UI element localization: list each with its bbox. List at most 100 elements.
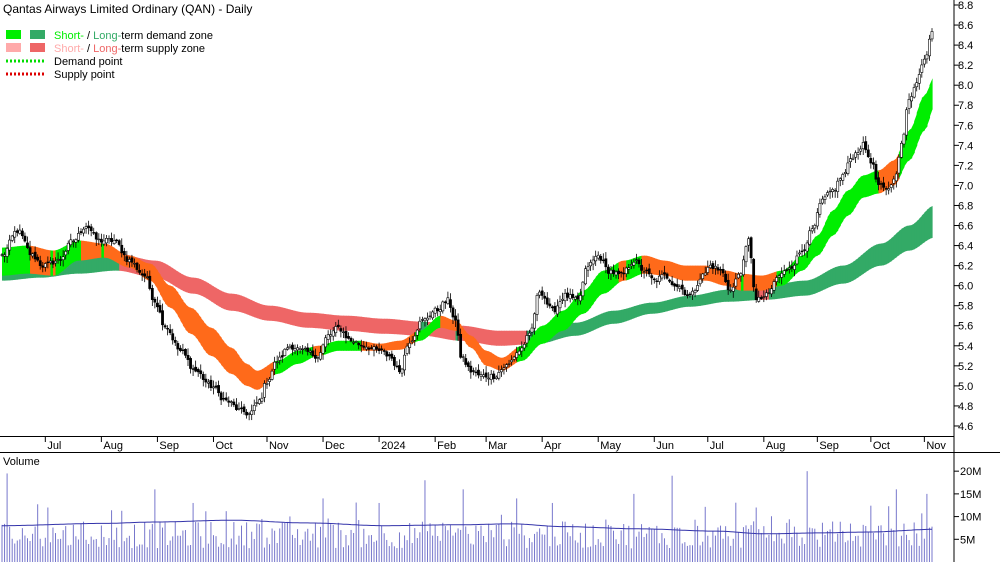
price-candle <box>864 136 868 154</box>
price-candle <box>362 340 366 350</box>
price-candle <box>578 288 582 305</box>
long-zone-segment <box>195 277 199 295</box>
price-candle <box>930 28 934 42</box>
short-zone-segment <box>567 304 571 329</box>
long-zone-segment <box>590 317 594 332</box>
price-candle <box>105 235 108 247</box>
price-candle <box>517 346 521 356</box>
price-candle <box>836 177 840 198</box>
long-zone-segment <box>340 315 345 331</box>
legend-demand-long: Long- <box>93 30 121 42</box>
long-zone-segment <box>399 319 403 335</box>
short-zone-segment <box>93 242 97 259</box>
price-candle <box>530 323 534 337</box>
short-zone-segment <box>221 337 225 369</box>
x-tick-label: Jun <box>656 440 674 452</box>
long-zone-segment <box>638 304 643 317</box>
short-zone-segment <box>565 307 569 331</box>
short-zone-segment <box>98 243 102 258</box>
short-zone-segment <box>114 247 118 263</box>
x-tick-label: May <box>600 440 621 452</box>
price-candle <box>173 336 177 346</box>
short-zone-segment <box>437 315 441 329</box>
price-candle <box>344 326 348 344</box>
long-zone-segment <box>269 305 273 321</box>
long-zone-segment <box>379 318 383 334</box>
long-zone-segment <box>702 293 706 306</box>
price-candle <box>843 169 847 178</box>
long-zone-segment <box>266 305 271 321</box>
price-candle <box>810 225 814 234</box>
price-candle <box>846 155 850 176</box>
price-candle <box>561 292 564 305</box>
short-zone-segment <box>549 318 553 340</box>
long-zone-segment <box>598 313 602 328</box>
long-zone-segment <box>674 297 678 310</box>
long-zone-segment <box>279 306 283 323</box>
long-zone-segment <box>786 282 790 298</box>
legend-demand-zone: Short- / Long-term demand zone <box>6 30 213 42</box>
long-zone-segment <box>503 330 508 346</box>
long-zone-segment <box>723 289 727 302</box>
price-candle <box>71 239 75 248</box>
price-candle <box>543 292 547 305</box>
short-zone-segment <box>758 275 762 291</box>
price-candle <box>900 140 903 159</box>
price-candle <box>711 260 715 275</box>
long-zone-segment <box>371 317 375 334</box>
price-candle <box>912 83 916 99</box>
price-candle <box>512 355 516 362</box>
short-zone-segment <box>213 328 217 359</box>
price-candle <box>856 147 860 160</box>
long-zone-segment <box>509 330 513 346</box>
long-zone-segment <box>208 283 212 302</box>
short-zone-segment <box>847 189 852 216</box>
short-zone-segment <box>289 352 294 368</box>
long-zone-segment <box>412 321 416 336</box>
price-candle <box>782 264 786 278</box>
price-candle <box>632 258 636 269</box>
y-tick-label: 8.4 <box>958 40 973 52</box>
price-candle <box>446 291 450 305</box>
price-candle <box>66 240 70 255</box>
short-zone-segment <box>486 350 490 367</box>
short-zone-segment <box>488 351 492 368</box>
short-zone-segment <box>241 359 245 385</box>
price-candle <box>507 359 511 368</box>
long-zone-segment <box>300 311 304 328</box>
price-candle <box>599 253 603 264</box>
price-candle <box>795 250 799 266</box>
price-candle <box>209 375 213 392</box>
short-zone-segment <box>91 242 95 260</box>
price-panel <box>0 28 934 421</box>
volume-panel: 5M 10M 15M 20M Volume <box>1 456 981 562</box>
long-zone-segment <box>182 274 187 293</box>
long-zone-segment <box>496 330 500 346</box>
long-zone-segment <box>256 302 260 319</box>
price-candle <box>675 278 679 292</box>
price-candle <box>364 341 368 352</box>
long-zone-segment <box>707 292 711 305</box>
legend-demand-sep: / <box>84 30 93 42</box>
price-candle <box>871 157 875 170</box>
price-candle <box>917 68 921 90</box>
long-zone-segment <box>710 291 714 304</box>
price-candle <box>505 363 508 372</box>
long-zone-segment <box>282 307 286 324</box>
price-candle <box>285 343 289 351</box>
price-candle <box>140 269 144 281</box>
price-candle <box>828 187 832 199</box>
short-zone-segment <box>491 352 495 369</box>
price-candle <box>499 365 503 377</box>
short-zone-segment <box>588 284 592 311</box>
price-candle <box>826 190 829 197</box>
short-zone-segment <box>598 271 602 297</box>
price-candle <box>288 343 292 350</box>
long-zone-segment <box>684 295 688 308</box>
short-zone-segment <box>667 260 671 277</box>
long-zone-segment <box>740 288 745 302</box>
price-candle <box>838 177 842 187</box>
price-candle <box>252 399 256 415</box>
short-zone-segment <box>226 344 230 374</box>
long-zone-segment <box>521 330 525 345</box>
